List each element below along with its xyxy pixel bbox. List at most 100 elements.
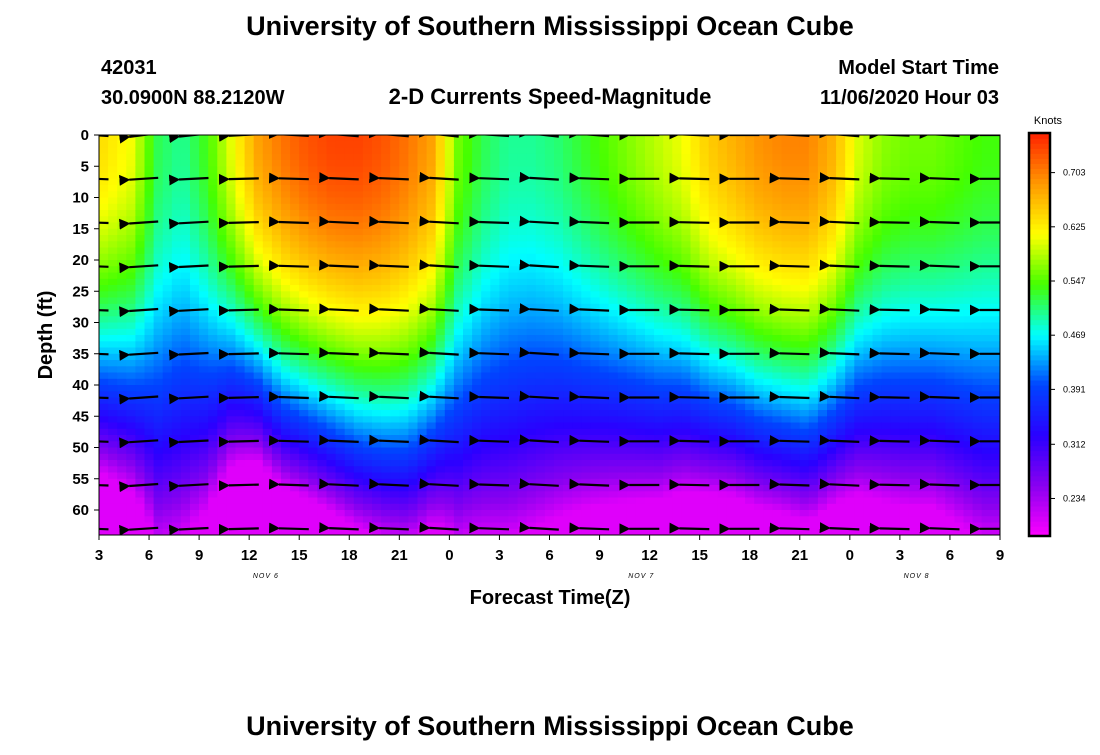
heatmap-cell xyxy=(372,235,382,242)
heatmap-cell xyxy=(799,522,810,530)
heatmap-cell xyxy=(554,203,564,211)
heatmap-cell xyxy=(308,153,318,161)
heatmap-cell xyxy=(444,310,455,317)
heatmap-cell xyxy=(526,297,537,305)
heatmap-cell xyxy=(372,497,382,505)
heatmap-cell xyxy=(372,385,382,392)
heatmap-cell xyxy=(426,503,437,511)
heatmap-cell xyxy=(126,160,136,167)
heatmap-cell xyxy=(699,372,710,380)
heatmap-cell xyxy=(544,178,555,186)
heatmap-cell xyxy=(781,403,792,411)
heatmap-cell xyxy=(608,203,619,211)
heatmap-cell xyxy=(626,153,637,161)
heatmap-cell xyxy=(262,310,273,317)
heatmap-cell xyxy=(590,447,601,455)
heatmap-cell xyxy=(699,497,710,505)
heatmap-cell xyxy=(554,147,564,155)
heatmap-cell xyxy=(217,172,227,180)
heatmap-cell xyxy=(726,266,737,274)
heatmap-cell xyxy=(208,178,218,186)
heatmap-cell xyxy=(517,347,528,355)
heatmap-cell xyxy=(108,160,118,167)
heatmap-cell xyxy=(490,372,500,380)
heatmap-cell xyxy=(563,435,573,442)
heatmap-cell xyxy=(690,222,701,230)
heatmap-cell xyxy=(299,328,309,336)
heatmap-cell xyxy=(399,366,409,374)
heatmap-cell xyxy=(435,435,446,442)
heatmap-cell xyxy=(399,185,409,192)
heatmap-cell xyxy=(262,335,273,342)
heatmap-cell xyxy=(535,460,546,467)
heatmap-cell xyxy=(372,166,382,174)
heatmap-cell xyxy=(126,372,136,380)
heatmap-cell xyxy=(563,322,573,330)
heatmap-cell xyxy=(290,410,300,417)
heatmap-cell xyxy=(581,260,591,267)
heatmap-cell xyxy=(417,453,428,461)
heatmap-cell xyxy=(654,472,664,480)
heatmap-cell xyxy=(790,466,801,474)
heatmap-cell xyxy=(271,285,282,292)
heatmap-cell xyxy=(663,203,673,211)
heatmap-cell xyxy=(217,372,227,380)
heatmap-cell xyxy=(736,222,746,230)
heatmap-cell xyxy=(135,478,146,486)
heatmap-cell xyxy=(126,247,136,255)
heatmap-cell xyxy=(426,466,437,474)
heatmap-cell xyxy=(144,278,155,286)
heatmap-cell xyxy=(244,528,255,535)
heatmap-cell xyxy=(317,303,328,311)
heatmap-cell xyxy=(726,185,737,192)
heatmap-cell xyxy=(563,278,573,286)
heatmap-cell xyxy=(244,235,255,242)
heatmap-cell xyxy=(326,341,337,349)
heatmap-cell xyxy=(117,522,127,530)
heatmap-cell xyxy=(481,328,491,336)
heatmap-cell xyxy=(244,178,255,186)
heatmap-cell xyxy=(208,428,218,436)
heatmap-cell xyxy=(180,160,191,167)
heatmap-cell xyxy=(117,497,127,505)
heatmap-cell xyxy=(681,185,692,192)
heatmap-cell xyxy=(235,260,246,267)
heatmap-cell xyxy=(726,147,737,155)
heatmap-cell xyxy=(381,178,391,186)
heatmap-cell xyxy=(344,153,355,161)
heatmap-cell xyxy=(699,153,710,161)
heatmap-cell xyxy=(508,528,519,535)
heatmap-cell xyxy=(672,235,682,242)
heatmap-cell xyxy=(790,216,801,224)
heatmap-cell xyxy=(790,516,801,524)
heatmap-cell xyxy=(499,366,510,374)
heatmap-cell xyxy=(281,422,291,430)
heatmap-cell xyxy=(144,472,155,480)
heatmap-cell xyxy=(717,447,728,455)
heatmap-cell xyxy=(353,166,364,174)
heatmap-cell xyxy=(290,222,300,230)
heatmap-cell xyxy=(399,235,409,242)
heatmap-cell xyxy=(353,316,364,324)
heatmap-cell xyxy=(799,391,810,399)
heatmap-cell xyxy=(108,353,118,361)
heatmap-cell xyxy=(490,497,500,505)
heatmap-cell xyxy=(262,347,273,355)
heatmap-cell xyxy=(144,141,155,149)
heatmap-cell xyxy=(626,247,637,255)
heatmap-cell xyxy=(317,372,328,380)
heatmap-cell xyxy=(635,478,646,486)
heatmap-cell xyxy=(563,241,573,249)
heatmap-cell xyxy=(162,266,173,274)
heatmap-cell xyxy=(226,460,237,467)
heatmap-cell xyxy=(199,216,209,224)
heatmap-cell xyxy=(608,191,619,199)
heatmap-cell xyxy=(526,285,537,292)
heatmap-cell xyxy=(408,222,419,230)
heatmap-cell xyxy=(681,166,692,174)
heatmap-cell xyxy=(590,222,601,230)
heatmap-cell xyxy=(108,460,118,467)
heatmap-cell xyxy=(299,460,309,467)
heatmap-cell xyxy=(208,453,218,461)
heatmap-cell xyxy=(244,410,255,417)
